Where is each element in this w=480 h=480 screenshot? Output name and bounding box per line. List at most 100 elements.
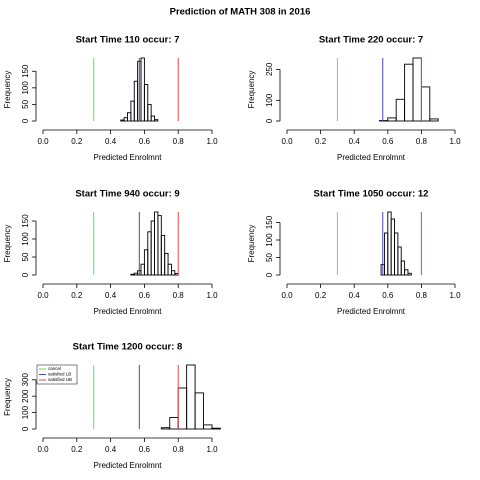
y-tick-label: 50	[21, 252, 30, 261]
x-axis-label: Predicted Enrolmnt	[337, 153, 406, 162]
bar	[387, 211, 392, 276]
bar	[140, 57, 145, 122]
bar	[394, 232, 399, 276]
bar	[164, 252, 169, 276]
y-tick-label: 250	[265, 62, 274, 76]
panel-title: Start Time 110 occur: 7	[76, 35, 180, 46]
y-tick-label: 0	[21, 272, 30, 277]
bar	[160, 427, 171, 430]
y-tick-label: 150	[21, 214, 30, 228]
bar	[123, 117, 128, 122]
x-tick-label: 0.4	[105, 291, 117, 300]
x-tick-label: 1.0	[206, 137, 218, 146]
y-tick-label: 0	[265, 272, 274, 277]
bar	[150, 220, 155, 276]
x-tick-label: 0.2	[71, 291, 83, 300]
bar	[170, 270, 176, 276]
bar	[147, 103, 152, 122]
x-tick-label: 0.8	[173, 445, 185, 454]
y-tick-label: 100	[265, 233, 274, 247]
y-tick-label: 50	[21, 99, 30, 108]
y-axis-label: Frequency	[3, 225, 12, 263]
bar	[147, 231, 152, 276]
bar	[143, 249, 149, 276]
x-tick-label: 0.2	[315, 291, 327, 300]
bar	[397, 246, 402, 276]
panel-title: Start Time 940 occur: 9	[75, 189, 179, 200]
x-axis-label: Predicted Enrolmnt	[93, 461, 162, 470]
bar	[120, 119, 125, 122]
legend-label: cancel	[48, 366, 61, 371]
x-tick-label: 0.6	[139, 291, 151, 300]
x-axis-label: Predicted Enrolmnt	[93, 307, 162, 316]
y-tick-label: 150	[265, 215, 274, 229]
panel-title: Start Time 1050 occur: 12	[314, 189, 429, 200]
bar	[404, 63, 414, 122]
bar	[387, 117, 397, 122]
x-tick-label: 0.8	[416, 291, 428, 300]
bar	[167, 263, 172, 276]
bar	[194, 392, 205, 430]
bar	[383, 232, 389, 276]
bar	[429, 118, 439, 122]
x-tick-label: 0.6	[139, 137, 151, 146]
y-axis-label: Frequency	[3, 378, 12, 416]
x-tick-label: 1.0	[449, 137, 461, 146]
x-tick-label: 0.6	[382, 137, 394, 146]
bar	[143, 84, 149, 122]
y-tick-label: 0	[21, 426, 30, 431]
figure-title: Prediction of MATH 308 in 2016	[170, 7, 311, 18]
x-tick-label: 0.8	[416, 137, 428, 146]
y-tick-label: 0	[21, 118, 30, 123]
x-tick-label: 0.0	[37, 291, 49, 300]
bar	[211, 427, 221, 430]
y-axis-label: Frequency	[247, 71, 256, 109]
x-tick-label: 0.4	[349, 291, 361, 300]
y-tick-label: 200	[21, 389, 30, 403]
x-axis-label: Predicted Enrolmnt	[337, 307, 406, 316]
bar	[140, 263, 145, 276]
x-tick-label: 1.0	[206, 291, 218, 300]
bar	[404, 269, 409, 276]
bar	[154, 119, 159, 122]
bar	[133, 80, 139, 122]
y-tick-label: 100	[21, 405, 30, 419]
x-tick-label: 0.0	[37, 445, 49, 454]
x-tick-label: 0.0	[281, 291, 293, 300]
x-tick-label: 0.4	[105, 137, 117, 146]
x-tick-label: 1.0	[449, 291, 461, 300]
bar	[395, 98, 406, 122]
bar	[390, 218, 395, 276]
x-tick-label: 0.0	[281, 137, 293, 146]
legend-label: satisfied LB	[48, 372, 71, 377]
y-tick-label: 0	[265, 118, 274, 123]
bar	[203, 424, 213, 430]
y-axis-label: Frequency	[247, 225, 256, 263]
legend-label: satisfied UB	[48, 377, 72, 382]
y-tick-label: 100	[265, 93, 274, 107]
x-tick-label: 0.2	[71, 137, 83, 146]
y-tick-label: 100	[21, 232, 30, 246]
y-tick-label: 300	[21, 373, 30, 387]
legend-box	[36, 364, 78, 385]
x-tick-label: 0.8	[173, 291, 185, 300]
y-tick-label: 150	[21, 64, 30, 78]
bar	[127, 112, 132, 122]
bar	[150, 115, 155, 122]
bar	[407, 272, 412, 276]
bar	[177, 387, 188, 430]
bar	[130, 100, 135, 122]
bar	[160, 234, 166, 276]
panel-title: Start Time 220 occur: 7	[319, 35, 423, 46]
panel-title: Start Time 1200 occur: 8	[73, 342, 183, 353]
x-tick-label: 0.4	[349, 137, 361, 146]
y-axis-label: Frequency	[3, 71, 12, 109]
x-tick-label: 0.6	[382, 291, 394, 300]
x-tick-label: 0.0	[37, 137, 49, 146]
x-tick-label: 0.4	[105, 445, 117, 454]
bar	[186, 364, 196, 430]
bar	[420, 86, 431, 122]
x-tick-label: 0.2	[315, 137, 327, 146]
bar	[130, 273, 135, 276]
